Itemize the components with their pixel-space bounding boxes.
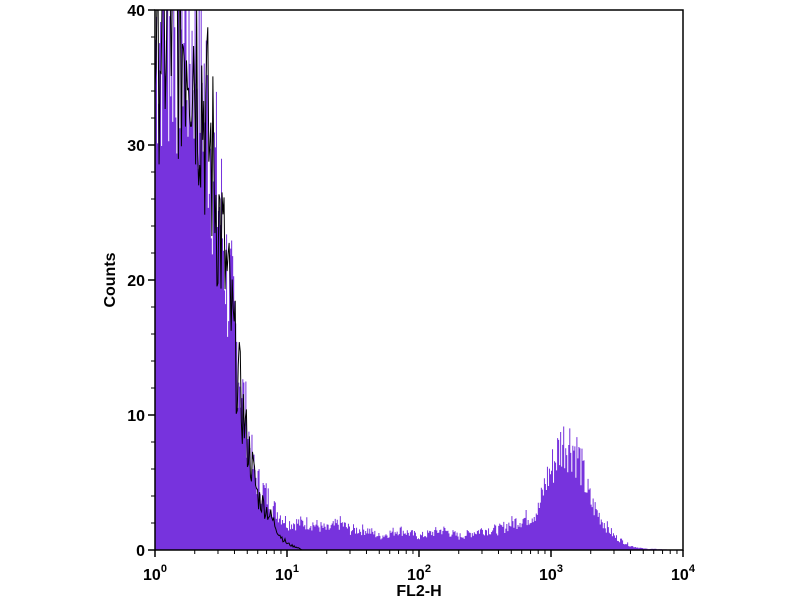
- x-axis-title: FL2-H: [396, 583, 441, 600]
- y-axis: 0 10 20 30 40: [127, 3, 155, 560]
- y-axis-title: Counts: [102, 252, 119, 307]
- histogram-filled-series: [155, 10, 683, 550]
- x-tick-exponent: 1: [293, 563, 299, 575]
- x-tick-base: 10: [671, 567, 689, 584]
- y-tick-label: 40: [127, 3, 145, 20]
- y-tick-label: 0: [136, 543, 145, 560]
- x-axis: 100 101 102 103 104: [143, 550, 696, 584]
- x-tick-base: 10: [539, 567, 557, 584]
- series-layer: [155, 10, 683, 550]
- y-tick-label: 30: [127, 138, 145, 155]
- x-tick-label: 103: [539, 563, 563, 584]
- histogram-outline-series: [155, 10, 683, 550]
- x-tick-label: 104: [671, 563, 696, 584]
- y-tick-label: 10: [127, 408, 145, 425]
- x-tick-base: 10: [143, 567, 161, 584]
- x-tick-base: 10: [275, 567, 293, 584]
- x-tick-exponent: 4: [689, 563, 696, 575]
- x-tick-base: 10: [407, 567, 425, 584]
- x-tick-exponent: 3: [557, 563, 563, 575]
- y-tick-label: 20: [127, 273, 145, 290]
- x-tick-label: 101: [275, 563, 299, 584]
- x-tick-exponent: 0: [161, 563, 167, 575]
- x-tick-label: 100: [143, 563, 167, 584]
- x-tick-label: 102: [407, 563, 431, 584]
- x-tick-exponent: 2: [425, 563, 431, 575]
